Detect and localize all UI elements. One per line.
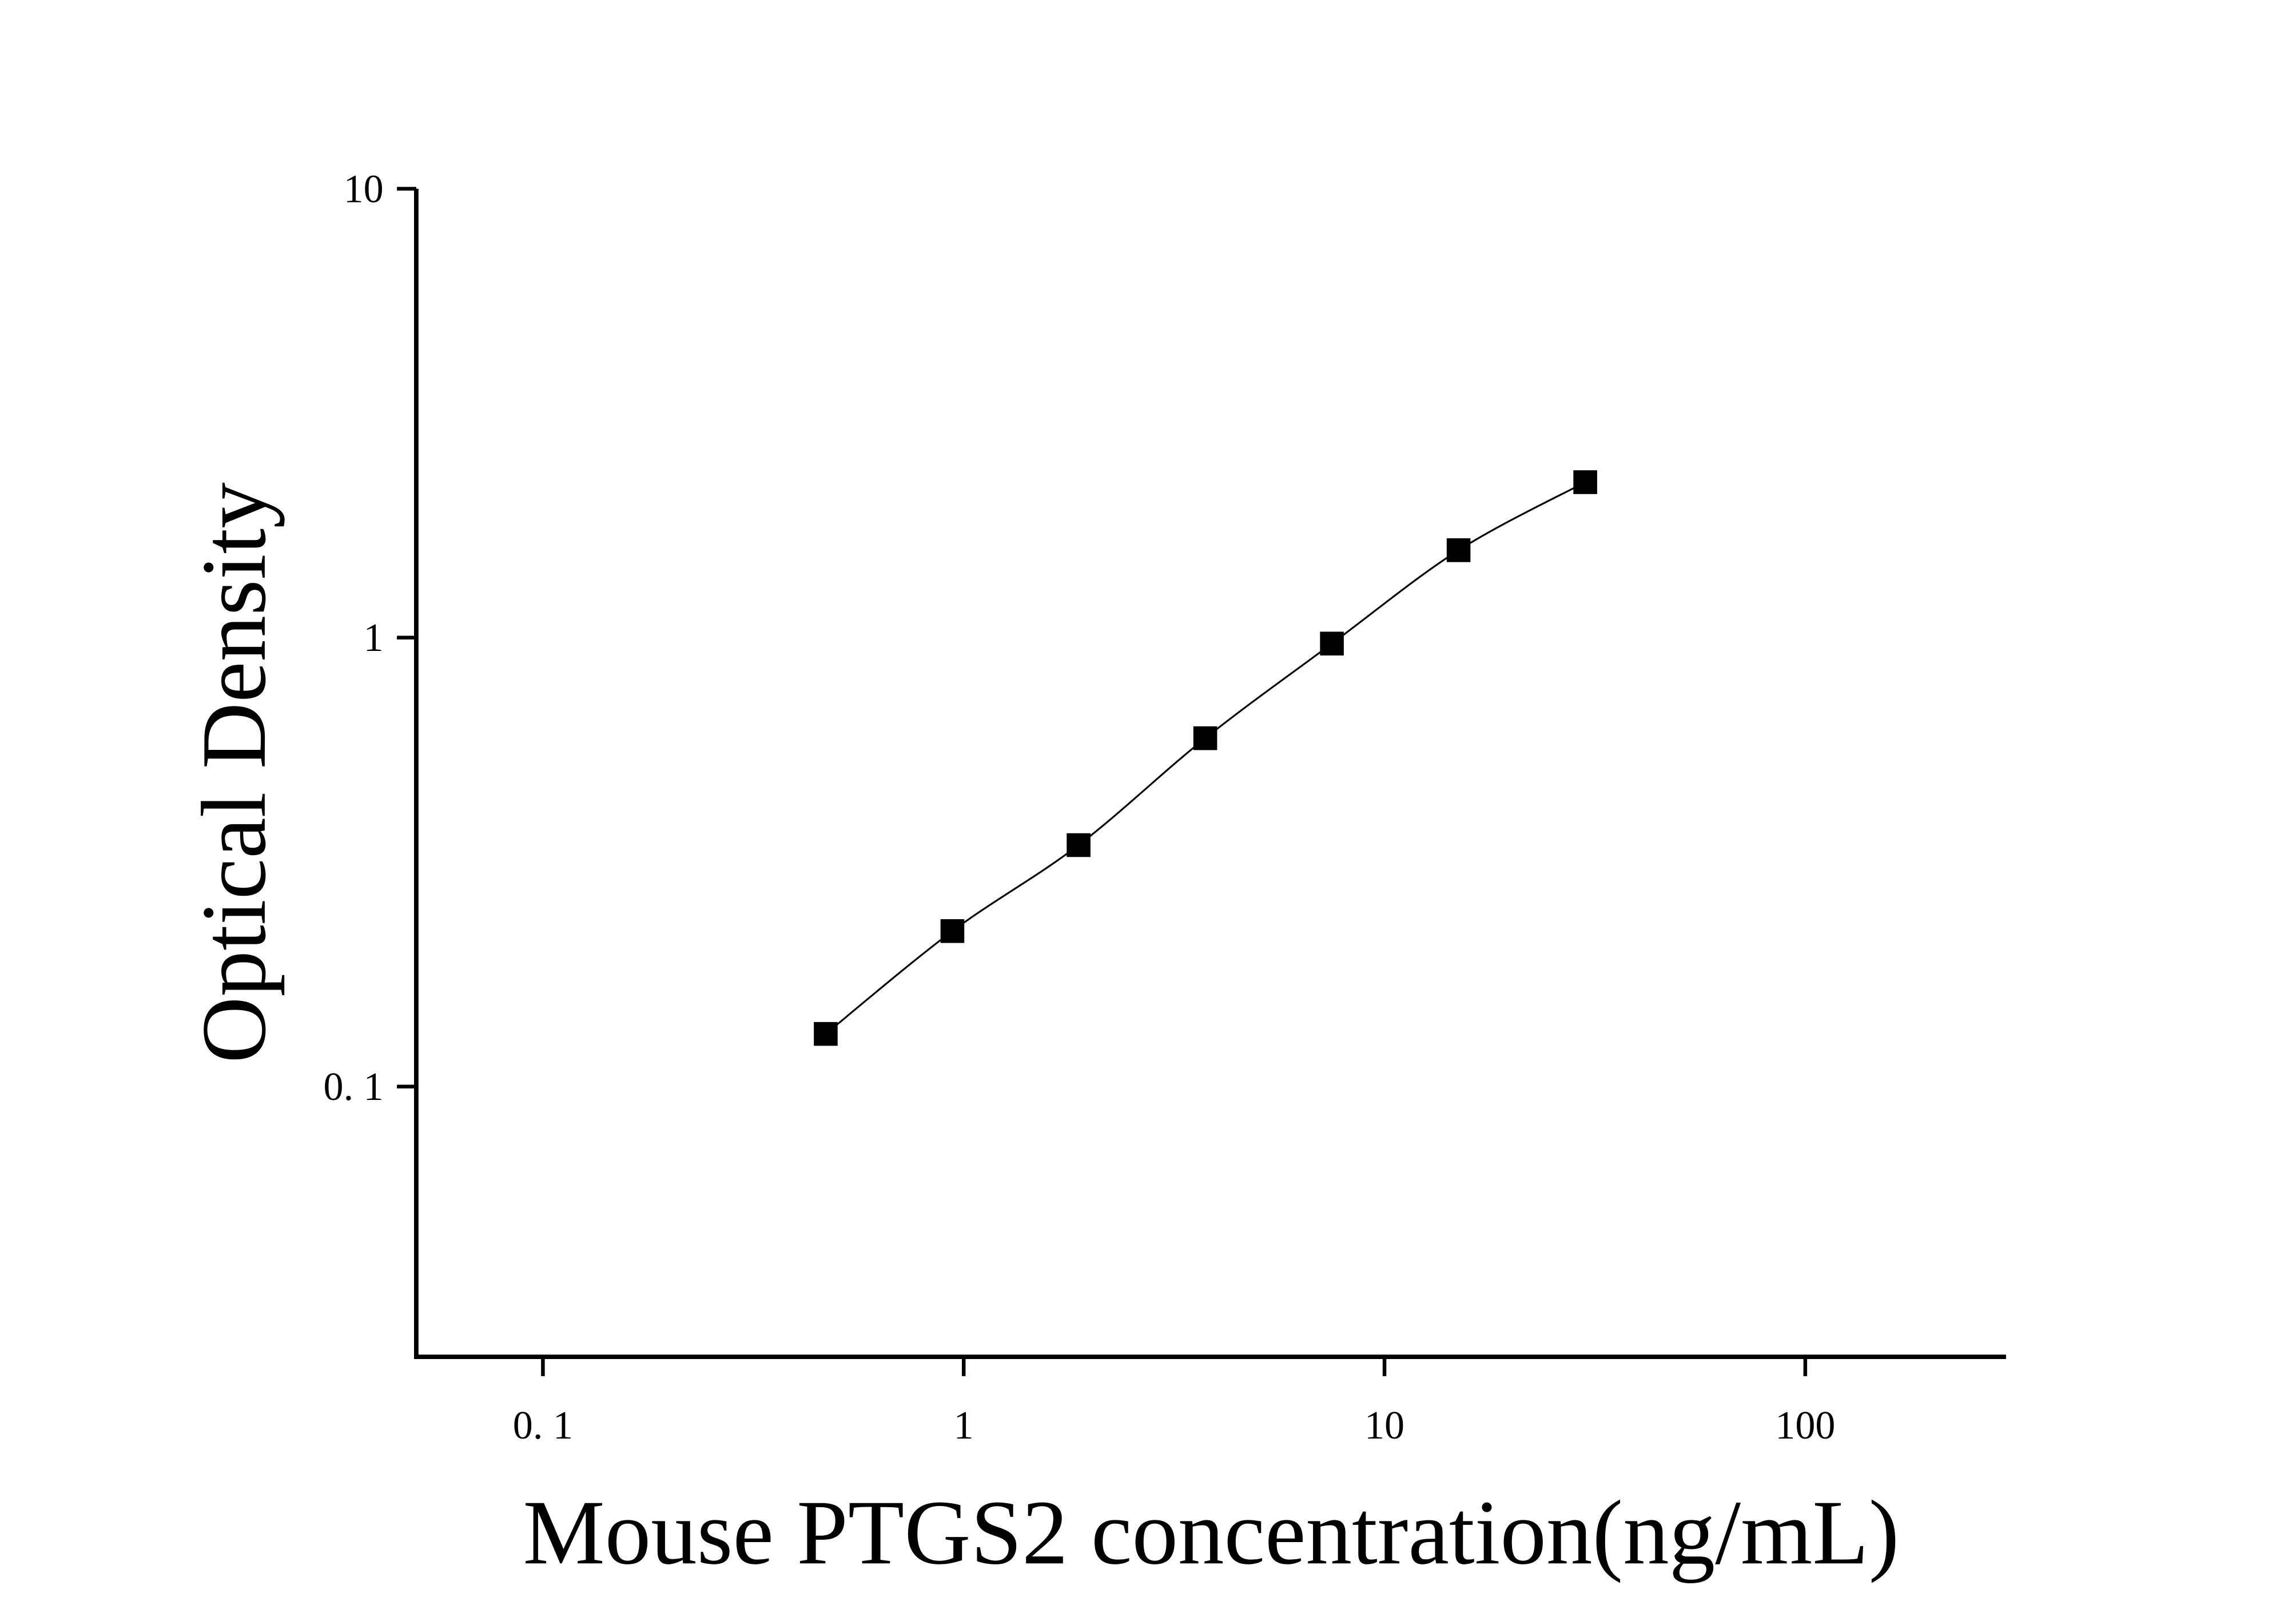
- data-point: [1573, 470, 1597, 494]
- y-tick-label: 10: [344, 166, 384, 211]
- x-tick-label: 100: [1775, 1403, 1835, 1448]
- data-point: [940, 919, 965, 943]
- x-tick-label: 0. 1: [513, 1403, 573, 1448]
- data-point: [1067, 833, 1091, 857]
- x-tick-label: 1: [954, 1403, 974, 1448]
- y-axis-title: Optical Density: [182, 482, 285, 1063]
- data-point: [1320, 631, 1344, 655]
- x-tick-label: 10: [1364, 1403, 1404, 1448]
- y-tick-label: 0. 1: [324, 1064, 384, 1109]
- data-point: [1446, 538, 1471, 562]
- data-point: [814, 1022, 838, 1046]
- fit-curve: [825, 481, 1586, 1035]
- data-point: [1193, 726, 1217, 750]
- y-tick-label: 1: [364, 615, 384, 660]
- x-axis-title: Mouse PTGS2 concentration(ng/mL): [523, 1481, 1900, 1583]
